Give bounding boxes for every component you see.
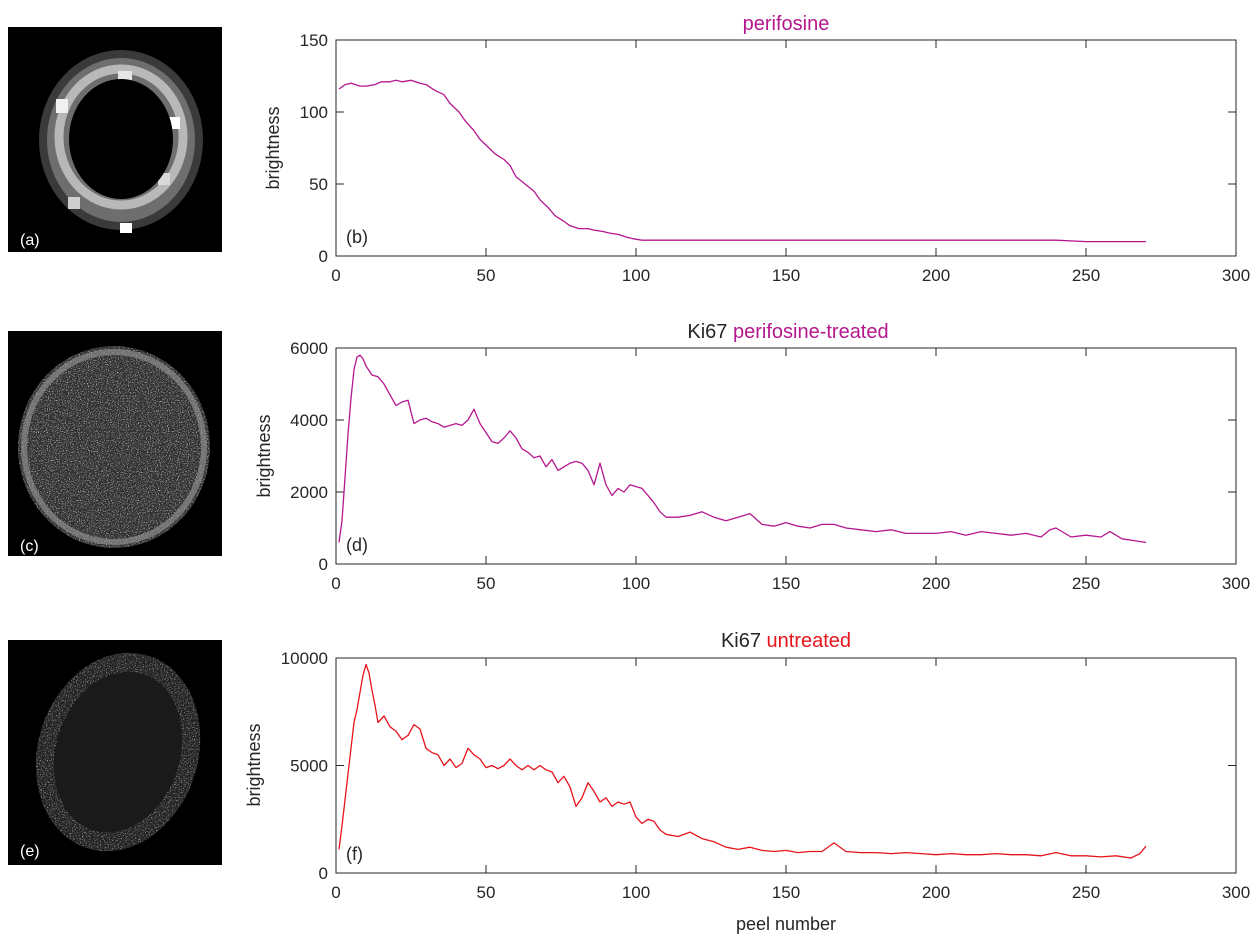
y-tick-label: 150 — [300, 31, 328, 50]
plot-frame — [335, 347, 1237, 565]
x-tick-label: 50 — [477, 574, 496, 593]
chart-panel-d: Ki67 perifosine-treated brightness (d) 0… — [254, 321, 1250, 593]
x-tick-label: 300 — [1222, 883, 1250, 902]
x-tick-label: 300 — [1222, 266, 1250, 285]
image-e: (e) — [8, 631, 226, 873]
x-tick-label: 150 — [772, 574, 800, 593]
x-tick-label: 0 — [331, 266, 340, 285]
chart-panel-f: Ki67 untreated brightness (f) peel numbe… — [244, 630, 1250, 934]
y-tick-label: 0 — [319, 247, 328, 266]
x-tick-label: 200 — [922, 266, 950, 285]
x-tick-label: 250 — [1072, 574, 1100, 593]
y-tick-label: 5000 — [290, 757, 328, 776]
y-tick-label: 2000 — [290, 483, 328, 502]
title-part: perifosine — [743, 13, 830, 35]
x-tick-label: 250 — [1072, 883, 1100, 902]
title-part: perifosine-treated — [733, 321, 889, 343]
x-tick-label: 100 — [622, 574, 650, 593]
y-tick-label: 4000 — [290, 411, 328, 430]
x-tick-label: 0 — [331, 574, 340, 593]
y-tick-label: 100 — [300, 103, 328, 122]
series-line — [338, 79, 1146, 243]
x-tick-label: 200 — [922, 574, 950, 593]
chart-title: Ki67 untreated — [721, 630, 851, 652]
title-part: Ki67 — [721, 630, 767, 652]
panel-label: (d) — [346, 535, 368, 555]
x-tick-label: 300 — [1222, 574, 1250, 593]
series-line — [338, 663, 1147, 859]
chart-panel-b: perifosine brightness (b) 0 50 100 150 200 25… — [263, 13, 1250, 285]
spheroid-ring-thumbnail — [39, 50, 203, 233]
y-tick-label: 6000 — [290, 339, 328, 358]
image-a: (a) — [8, 27, 222, 252]
y-tick-label: 50 — [309, 175, 328, 194]
chart-title: Ki67 perifosine-treated — [687, 321, 888, 343]
image-label: (a) — [20, 232, 40, 249]
x-tick-label: 100 — [622, 266, 650, 285]
y-axis-label: brightness — [254, 414, 274, 497]
x-axis-label: peel number — [736, 914, 836, 934]
x-tick-label: 100 — [622, 883, 650, 902]
image-c: (c) — [8, 331, 222, 556]
series-line — [338, 354, 1147, 544]
image-label: (e) — [20, 843, 40, 860]
x-tick-label: 0 — [331, 883, 340, 902]
panel-label: (f) — [346, 844, 363, 864]
title-part: untreated — [767, 630, 852, 652]
x-tick-label: 250 — [1072, 266, 1100, 285]
y-tick-label: 0 — [319, 555, 328, 574]
y-tick-label: 0 — [319, 864, 328, 883]
x-tick-label: 150 — [772, 883, 800, 902]
spheroid-ki67-treated-thumbnail — [18, 346, 210, 548]
x-tick-label: 200 — [922, 883, 950, 902]
image-label: (c) — [20, 538, 39, 555]
panel-label: (b) — [346, 227, 368, 247]
plot-frame — [335, 657, 1237, 874]
x-tick-label: 50 — [477, 883, 496, 902]
spheroid-ki67-untreated-thumbnail — [10, 631, 226, 873]
title-part: Ki67 — [687, 321, 733, 343]
chart-title: perifosine — [743, 13, 830, 35]
y-tick-label: 10000 — [281, 649, 328, 668]
y-axis-label: brightness — [263, 106, 283, 189]
y-axis-label: brightness — [244, 723, 264, 806]
x-tick-label: 150 — [772, 266, 800, 285]
x-tick-label: 50 — [477, 266, 496, 285]
plot-frame — [335, 39, 1237, 257]
